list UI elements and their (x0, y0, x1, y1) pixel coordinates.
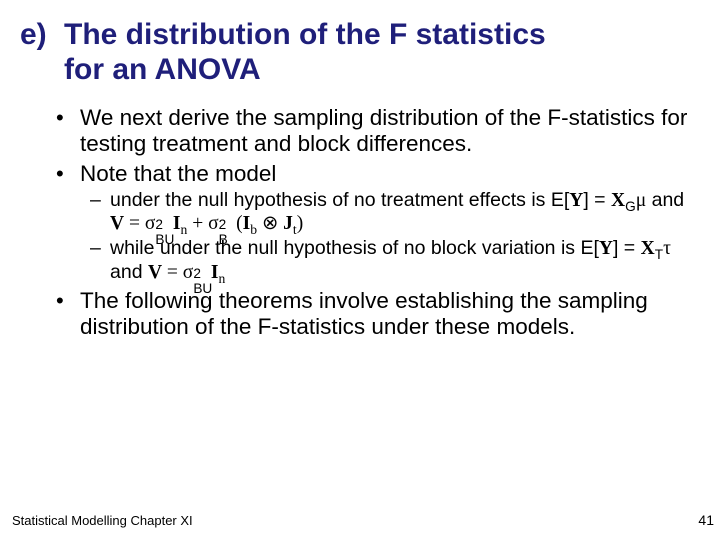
bullet-2: Note that the model under the null hypot… (80, 161, 692, 285)
sb1-prefix: under the null hypothesis of no treatmen… (110, 189, 569, 211)
sb1-mid1: ] = (583, 189, 611, 211)
sb2-prefix: while under the null hypothesis of no bl… (110, 237, 599, 259)
sb1-X: X (611, 190, 625, 211)
sb1-plus: + σ (187, 213, 218, 234)
heading-line1: The distribution of the F statistics (64, 18, 546, 51)
sub-bullet-1: under the null hypothesis of no treatmen… (110, 189, 692, 236)
sb1-Y: Y (569, 190, 583, 211)
sb1-eq2: = σ (124, 213, 155, 234)
footer-left: Statistical Modelling Chapter XI (12, 513, 193, 528)
slide-heading: e)The distribution of the F statistics f… (28, 18, 692, 87)
sb1-and: and (646, 189, 684, 211)
sb2-T: T (655, 247, 663, 262)
bullet-list: We next derive the sampling distribution… (28, 105, 692, 340)
sub-bullet-2: while under the null hypothesis of no bl… (110, 237, 692, 284)
bullet-1: We next derive the sampling distribution… (80, 105, 692, 157)
sb2-and: and (110, 261, 148, 283)
sb2-X: X (641, 238, 655, 259)
sb1-mu: μ (636, 190, 646, 211)
sb2-mid1: ] = (613, 237, 641, 259)
bullet-2-text: Note that the model (80, 161, 276, 186)
sb2-tau: τ (663, 238, 671, 259)
sb1-V: V (110, 213, 124, 234)
sb1-sq2: 2 (219, 217, 227, 233)
sb2-n: n (218, 271, 225, 286)
sb1-J: J (283, 213, 293, 234)
bullet-1-text: We next derive the sampling distribution… (80, 105, 687, 156)
sb2-eq2: = σ (162, 262, 193, 283)
sb2-V: V (148, 262, 162, 283)
sb2-sq: 2 (193, 266, 201, 282)
sb1-I1: I (173, 213, 181, 234)
bullet-3: The following theorems involve establish… (80, 288, 692, 340)
sb2-Y: Y (599, 238, 613, 259)
slide-number: 41 (698, 512, 714, 528)
sb1-rp: ) (297, 213, 304, 234)
heading-letter: e) (20, 18, 64, 53)
sb1-otimes: ⊗ (257, 213, 283, 234)
heading-line2: for an ANOVA (64, 53, 261, 86)
sb1-sq1: 2 (155, 217, 163, 233)
sb1-G: G (625, 199, 636, 214)
bullet-3-text: The following theorems involve establish… (80, 288, 648, 339)
sub-bullet-list: under the null hypothesis of no treatmen… (80, 189, 692, 285)
